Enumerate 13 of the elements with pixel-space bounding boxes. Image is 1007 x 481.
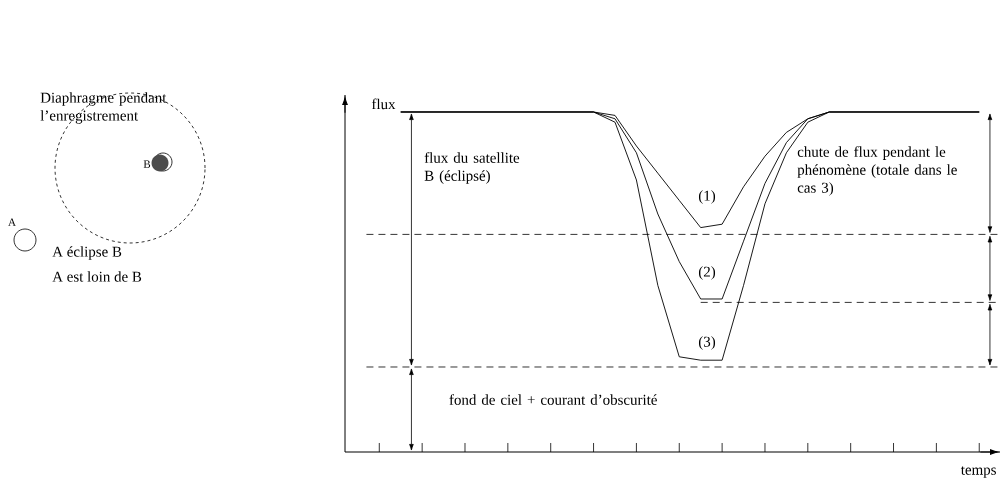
annotation: (1) [698, 190, 716, 204]
text: Diaphragme pendant l’enregistrement [40, 92, 167, 124]
text: A éclipse B [52, 246, 122, 260]
text: A est loin de B [52, 271, 142, 282]
text: B [143, 160, 151, 168]
annotation: chute de flux pendant le phénomène (totale dans le cas 3) [797, 146, 957, 196]
y-axis-title: flux [371, 98, 396, 110]
x-axis-title: temps [960, 466, 996, 478]
annotation: (3) [698, 336, 716, 350]
annotation: (2) [698, 266, 716, 280]
text: A [8, 218, 16, 226]
annotation: fond de ciel + courant d’obscurité [449, 394, 657, 405]
annotation: flux du satellite B (éclipsé) [424, 152, 520, 184]
